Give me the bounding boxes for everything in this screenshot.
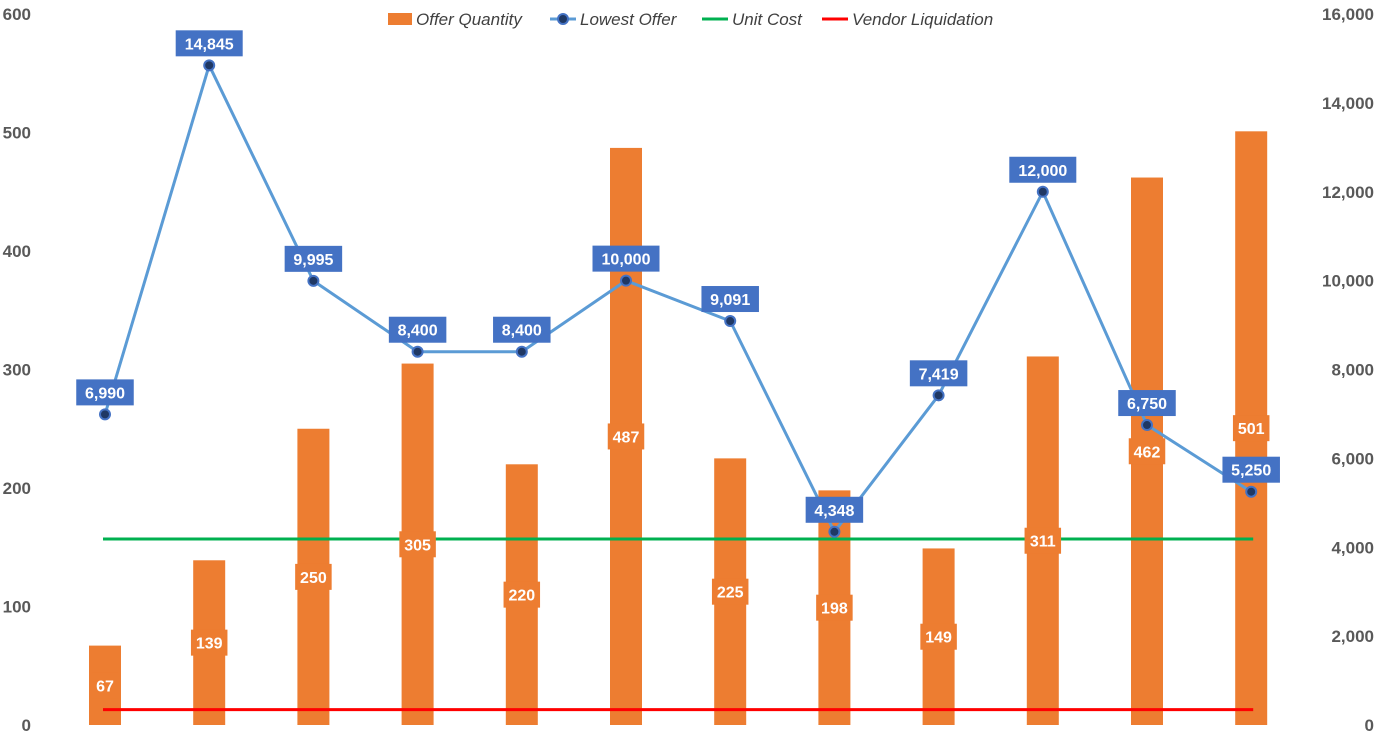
left-axis: 0 100 200 300 400 500 600: [3, 5, 31, 735]
bar-label: 250: [300, 570, 327, 587]
line-label-box: [1009, 156, 1077, 183]
line-label: 12,000: [1018, 163, 1067, 180]
line-point: [515, 345, 528, 358]
right-axis-tick: 4,000: [1331, 538, 1374, 557]
right-axis-tick: 14,000: [1322, 94, 1374, 113]
bar-label-box: [503, 581, 541, 608]
legend-item: Offer Quantity: [388, 10, 523, 29]
line-label-box: [701, 286, 759, 313]
line-lowest-offer: [99, 59, 1258, 538]
legend-label: Unit Cost: [732, 10, 803, 29]
bar-labels: 67 139 250 305 220 487 225 198 149 311 462 501: [91, 415, 1270, 699]
line-label-box: [76, 379, 134, 406]
line-label: 9,995: [293, 252, 333, 269]
line-label-box: [175, 30, 243, 57]
left-axis-tick: 200: [3, 479, 31, 498]
legend-swatch: [388, 13, 412, 25]
line-label-box: [388, 316, 447, 343]
line-point: [1141, 419, 1153, 432]
left-axis-tick: 500: [3, 124, 31, 143]
line-point: [203, 59, 216, 72]
line-label-box: [284, 245, 343, 272]
bar-label-box: [1024, 527, 1062, 554]
left-axis-tick: 400: [3, 242, 31, 261]
legend: Offer Quantity Lowest Offer Unit Cost Vendo…: [388, 10, 993, 29]
line-label-box: [1222, 456, 1280, 483]
bar-label-box: [711, 578, 749, 605]
bar-label: 462: [1134, 444, 1161, 461]
bar-label: 198: [821, 601, 848, 618]
line-label-box: [1118, 390, 1176, 417]
left-axis-tick: 100: [3, 598, 31, 617]
line-label-box: [909, 360, 968, 387]
bar-label: 305: [404, 537, 431, 554]
bar-label-box: [295, 563, 332, 590]
legend-item: Unit Cost: [702, 10, 803, 29]
lowest-offer-line: [103, 63, 1253, 534]
right-axis-tick: 2,000: [1331, 627, 1374, 646]
line-label: 10,000: [602, 252, 651, 269]
bar-label-box: [91, 672, 119, 699]
right-axis-tick: 0: [1365, 716, 1374, 735]
line-label-box: [592, 245, 660, 272]
line-point: [411, 345, 424, 358]
legend-label: Vendor Liquidation: [852, 10, 993, 29]
legend-item: Lowest Offer: [550, 10, 678, 29]
bars-offer-quantity: [89, 131, 1268, 725]
line-point: [620, 274, 632, 287]
bar-label-box: [399, 531, 436, 558]
left-axis-tick: 600: [3, 5, 31, 24]
line-label: 8,400: [398, 323, 438, 340]
line-label: 9,091: [710, 292, 750, 309]
bar-label: 67: [96, 678, 114, 695]
bar-label-box: [816, 594, 853, 621]
reference-lines: [103, 537, 1254, 712]
bar-label: 139: [196, 636, 223, 653]
bar-label: 311: [1030, 534, 1056, 551]
line-point: [932, 389, 945, 402]
bar-label: 225: [717, 585, 744, 602]
legend-item: Vendor Liquidation: [822, 10, 993, 29]
bar-label: 149: [925, 630, 952, 647]
bar-label: 487: [613, 429, 640, 446]
bar-label-box: [1128, 438, 1166, 465]
bar-label-box: [607, 423, 645, 450]
line-label: 7,419: [919, 366, 959, 383]
line-point: [1245, 485, 1258, 498]
line-label-box: [493, 316, 551, 343]
line-point: [307, 274, 320, 287]
line-label: 8,400: [502, 323, 542, 340]
line-label: 4,348: [814, 503, 854, 520]
line-point: [99, 408, 111, 421]
right-axis-tick: 8,000: [1331, 361, 1374, 380]
legend-label: Lowest Offer: [580, 10, 678, 29]
right-axis-tick: 10,000: [1322, 272, 1374, 291]
line-point: [1036, 185, 1049, 198]
line-label: 14,845: [185, 36, 234, 53]
legend-label: Offer Quantity: [416, 10, 523, 29]
right-axis-tick: 6,000: [1331, 449, 1374, 468]
legend-marker: [557, 13, 569, 25]
line-point: [724, 315, 737, 328]
bar-label-box: [1232, 415, 1270, 442]
right-axis: 0 2,000 4,000 6,000 8,000 10,000 12,000 14,000 1…: [1322, 5, 1374, 735]
right-axis-tick: 16,000: [1322, 5, 1374, 24]
right-axis-tick: 12,000: [1322, 183, 1374, 202]
line-label-box: [805, 496, 864, 523]
bar-label-box: [190, 629, 228, 656]
line-label: 6,750: [1127, 396, 1167, 413]
line-point: [828, 525, 841, 538]
bar-label-box: [920, 623, 957, 650]
left-axis-tick: 0: [22, 716, 31, 735]
bar-label: 220: [508, 588, 535, 605]
bar-label: 501: [1238, 421, 1265, 438]
line-label: 5,250: [1231, 463, 1271, 480]
line-labels: 6,990 14,845 9,995 8,400 8,400 10,000 9,091 4,3…: [76, 30, 1280, 523]
left-axis-tick: 300: [3, 361, 31, 380]
line-label: 6,990: [85, 385, 125, 402]
